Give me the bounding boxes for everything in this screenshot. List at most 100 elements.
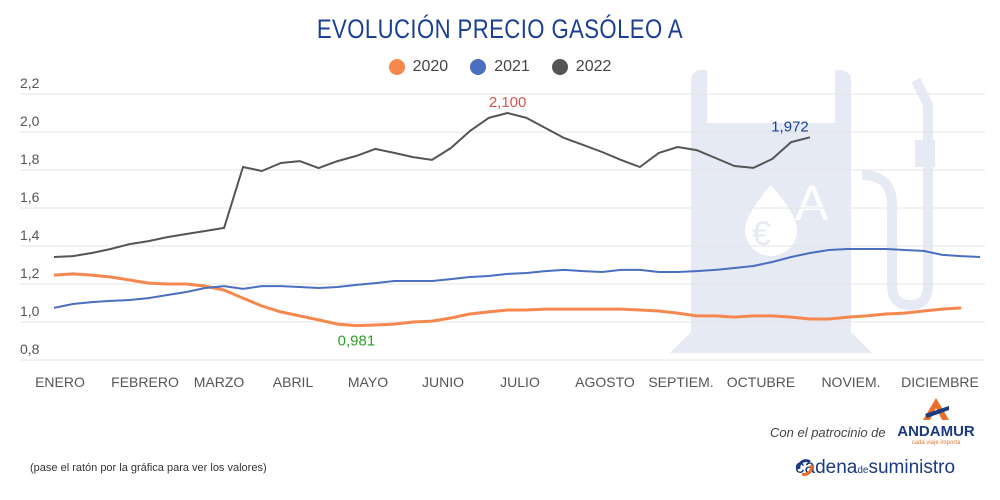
data-point-2020	[106, 272, 116, 282]
data-point-2020	[918, 306, 928, 316]
line-chart[interactable]: A € 0,8 1,0 1,2 1,4 1,6 1,8 2,0 2,2 ENERO FEBRERO…	[0, 0, 1000, 400]
data-point-2022	[767, 154, 777, 164]
data-point-2020	[937, 304, 947, 314]
y-tick-label: 0,8	[20, 341, 40, 357]
data-point-2021	[597, 267, 607, 277]
data-point-2020	[805, 314, 815, 324]
data-point-2020	[427, 316, 437, 326]
data-point-2020	[559, 304, 569, 314]
data-point-2022	[578, 140, 588, 150]
data-point-2022	[427, 155, 437, 165]
data-point-2021	[389, 276, 399, 286]
data-point-2021	[540, 266, 550, 276]
data-point-2020	[87, 270, 97, 280]
data-point-2020	[408, 317, 418, 327]
data-point-2020	[238, 293, 248, 303]
data-point-2022	[238, 162, 248, 172]
data-point-2022	[106, 244, 116, 254]
cadena-suministro-logo[interactable]: cadenadesuministro	[795, 457, 955, 479]
legend-label: 2020	[412, 58, 449, 75]
letter-a-icon: A	[795, 175, 829, 231]
data-point-2022	[257, 166, 267, 176]
data-point-2020	[389, 319, 399, 329]
logo-text-suministro: suministro	[868, 457, 956, 478]
euro-icon: €	[752, 215, 771, 253]
data-point-2020	[162, 279, 172, 289]
data-point-2020	[68, 269, 78, 279]
data-point-2020	[616, 304, 626, 314]
data-point-2022	[692, 145, 702, 155]
data-point-2020	[692, 311, 702, 321]
data-point-2021	[748, 261, 758, 271]
y-tick-label: 1,6	[20, 189, 40, 205]
data-point-2020	[673, 308, 683, 318]
x-tick-label: OCTUBRE	[727, 374, 795, 390]
x-tick-label: JULIO	[500, 374, 540, 390]
data-point-2022	[786, 137, 796, 147]
data-point-2020	[711, 311, 721, 321]
data-point-2020	[49, 270, 59, 280]
x-tick-label: NOVIEM.	[821, 374, 880, 390]
data-point-2020	[843, 312, 853, 322]
data-point-2021	[49, 303, 59, 313]
data-point-2021	[786, 252, 796, 262]
y-tick-label: 1,4	[20, 227, 40, 243]
data-point-2022	[446, 143, 456, 153]
x-tick-label: DICIEMBRE	[901, 374, 979, 390]
data-point-2022	[711, 153, 721, 163]
data-point-2021	[200, 283, 210, 293]
legend-marker	[388, 59, 405, 75]
x-tick-label: ABRIL	[273, 374, 314, 390]
y-tick-label: 1,0	[20, 303, 40, 319]
data-point-2021	[314, 283, 324, 293]
data-point-2021	[87, 297, 97, 307]
data-point-2021	[333, 282, 343, 292]
legend-item-2022[interactable]: 2022	[551, 58, 611, 76]
data-point-2021	[465, 272, 475, 282]
y-tick-label: 1,2	[20, 265, 40, 281]
data-point-2022	[314, 163, 324, 173]
data-point-2021	[370, 278, 380, 288]
legend-item-2021[interactable]: 2021	[470, 58, 530, 76]
data-point-2021	[257, 281, 267, 291]
x-tick-label: JUNIO	[422, 374, 464, 390]
data-point-2022	[654, 148, 664, 158]
data-point-2020	[465, 309, 475, 319]
data-point-2020	[314, 315, 324, 325]
legend-label: 2021	[494, 58, 530, 75]
data-point-2022	[181, 229, 191, 239]
data-point-2021	[843, 244, 853, 254]
data-label: 0,981	[338, 333, 376, 350]
data-point-2021	[900, 245, 910, 255]
data-point-2020	[295, 311, 305, 321]
data-point-2021	[162, 290, 172, 300]
data-label: 2,100	[489, 94, 527, 111]
y-tick-label: 2,2	[20, 75, 40, 91]
data-point-2022	[465, 126, 475, 136]
data-point-2021	[484, 271, 494, 281]
data-point-2021	[956, 251, 966, 261]
data-point-2020	[767, 311, 777, 321]
data-point-2020	[900, 308, 910, 318]
andamur-logo[interactable]: ANDAMUR cada viaje importa	[895, 398, 977, 446]
sponsor-label: Con el patrocinio de	[770, 425, 886, 440]
y-tick-label: 1,8	[20, 151, 40, 167]
data-point-2021	[219, 281, 229, 291]
data-point-2021	[559, 265, 569, 275]
data-point-2020	[540, 304, 550, 314]
data-point-2021	[295, 282, 305, 292]
data-point-2020	[956, 303, 966, 313]
x-tick-label: FEBRERO	[111, 374, 179, 390]
data-point-2021	[106, 296, 116, 306]
legend-item-2020[interactable]: 2020	[388, 58, 449, 76]
data-point-2021	[918, 246, 928, 256]
data-point-2020	[786, 312, 796, 322]
data-point-2022	[219, 223, 229, 233]
data-point-2020	[635, 305, 645, 315]
data-point-2022	[389, 148, 399, 158]
x-tick-label: MARZO	[194, 374, 245, 390]
data-point-2022	[370, 144, 380, 154]
chart-title: EVOLUCIÓN PRECIO GASÓLEO A	[316, 14, 684, 44]
legend-marker	[551, 59, 568, 75]
data-point-2022	[748, 163, 758, 173]
